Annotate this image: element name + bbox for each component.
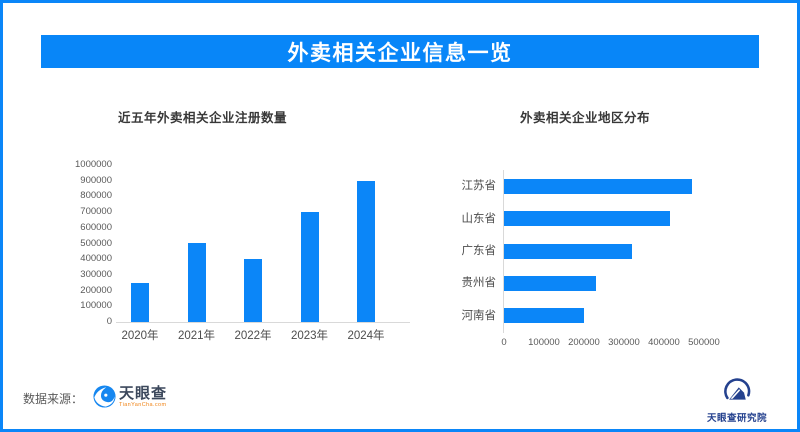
bar-2022年 [244,259,262,322]
y-axis-tick-label: 200000 [80,284,112,296]
y-axis-line [503,170,504,333]
y-axis-tick-label: 0 [106,316,112,327]
data-source-row: 数据来源： 天眼查 TianYanCha.com [23,385,167,408]
x-axis-category-label: 2024年 [347,330,385,342]
data-source-label: 数据来源： [23,392,84,406]
y-axis-tick-label: 300000 [80,268,112,280]
x-axis-tick-label: 400000 [648,337,680,348]
bar-广东省 [504,243,632,259]
tianyancha-logo-text: 天眼查 TianYanCha.com [119,386,167,408]
research-institute-emblem-icon [722,376,752,409]
bar-2020年 [131,283,149,322]
tianyancha-domain: TianYanCha.com [119,401,167,408]
y-axis-tick-label: 400000 [80,253,112,265]
x-axis-line [116,322,410,323]
y-axis-tick-label: 700000 [80,206,112,218]
x-axis-tick-label: 0 [501,337,507,348]
x-axis-category-label: 2021年 [177,330,216,342]
bar-江苏省 [504,178,692,194]
y-axis-category-label: 贵州省 [461,277,497,290]
x-axis-tick-label: 100000 [528,337,560,348]
page-title: 外卖相关企业信息一览 [287,41,513,65]
y-axis-tick-label: 600000 [80,221,112,233]
bar-山东省 [504,211,670,227]
tianyancha-logo: 天眼查 TianYanCha.com [93,385,167,408]
research-institute-name: 天眼查研究院 [706,413,767,424]
tianyancha-name: 天眼查 [119,384,168,402]
y-axis-category-label: 广东省 [461,245,497,257]
x-axis-category-label: 2022年 [234,330,272,342]
tianyancha-eye-icon [93,385,116,408]
x-axis-category-label: 2023年 [290,330,329,342]
y-axis-category-label: 河南省 [461,309,497,322]
y-axis-tick-label: 500000 [80,237,112,249]
y-axis-category-label: 山东省 [461,212,497,225]
bar-2021年 [187,243,206,322]
y-axis-tick-label: 1000000 [75,159,112,170]
page-title-banner: 外卖相关企业信息一览 [41,35,759,68]
x-axis-tick-label: 500000 [688,337,720,348]
x-axis-category-label: 2020年 [121,330,159,342]
bar-河南省 [504,308,584,324]
bar-2024年 [357,181,375,322]
y-axis-tick-label: 100000 [80,300,112,312]
x-axis-tick-label: 200000 [568,337,600,348]
bar-贵州省 [504,275,596,291]
bar-2023年 [300,212,319,322]
research-institute-brand: 天眼查研究院 [700,376,774,424]
left-chart-title: 近五年外卖相关企业注册数量 [118,111,288,125]
right-chart-title: 外卖相关企业地区分布 [520,111,651,125]
y-axis-tick-label: 800000 [80,190,112,202]
x-axis-tick-label: 300000 [608,337,640,348]
y-axis-tick-label: 900000 [80,174,112,186]
y-axis-category-label: 江苏省 [461,180,497,193]
